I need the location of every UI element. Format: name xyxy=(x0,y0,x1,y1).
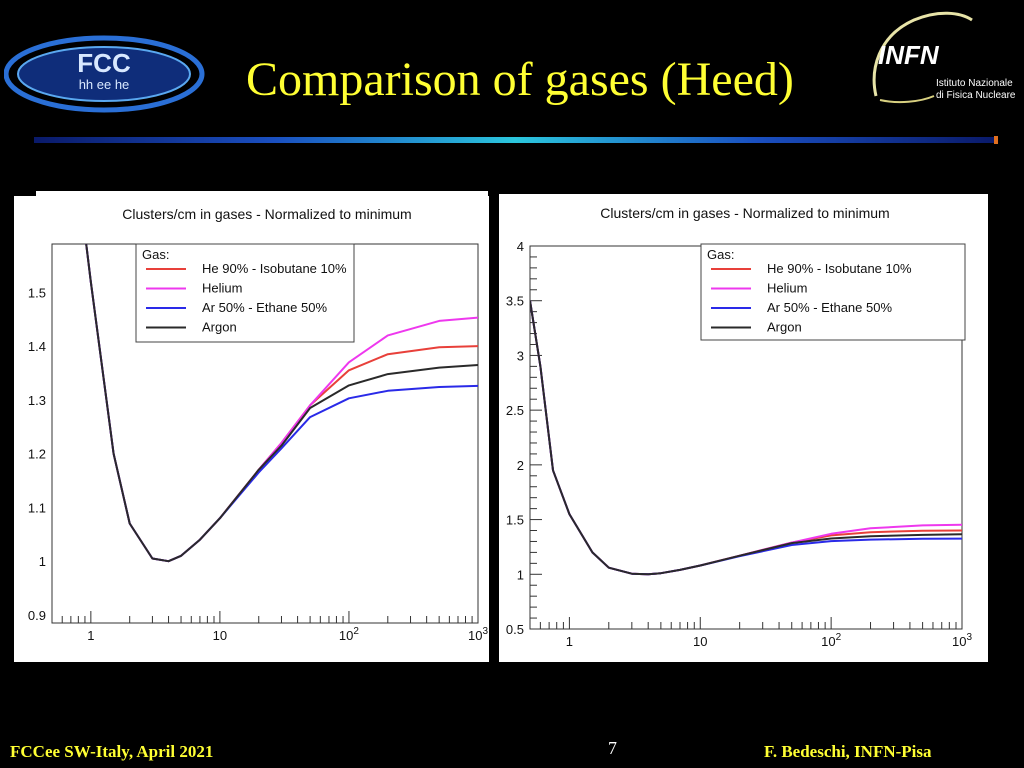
x-tick-label: 10 xyxy=(213,628,227,643)
y-tick-label: 1.5 xyxy=(506,513,524,528)
legend-label: Ar 50% - Ethane 50% xyxy=(767,300,892,315)
y-tick-label: 4 xyxy=(517,239,524,254)
legend-label: Ar 50% - Ethane 50% xyxy=(202,300,327,315)
panel-left-cap xyxy=(36,191,488,197)
infn-logo-text: INFN xyxy=(878,40,940,70)
legend-label: Argon xyxy=(202,320,237,335)
infn-logo: INFN Istituto Nazionale di Fisica Nuclea… xyxy=(872,11,1016,104)
x-tick-label: 102 xyxy=(821,632,841,649)
series-line-3 xyxy=(530,300,962,576)
chart-right-panel: Clusters/cm in gases - Normalized to min… xyxy=(499,194,988,662)
footer-event: FCCee SW-Italy, April 2021 xyxy=(10,742,214,761)
infn-logo-line2: di Fisica Nucleare xyxy=(936,90,1016,101)
y-tick-label: 1.4 xyxy=(28,339,46,354)
legend-label: Helium xyxy=(202,281,242,296)
legend-label: Helium xyxy=(767,281,807,296)
slide-title: Comparison of gases (Heed) xyxy=(246,53,794,106)
legend-title: Gas: xyxy=(142,247,169,262)
infn-logo-line1: Istituto Nazionale xyxy=(936,78,1013,89)
x-tick-label: 102 xyxy=(339,626,359,643)
chart-title: Clusters/cm in gases - Normalized to min… xyxy=(122,206,411,222)
series-line-2 xyxy=(530,300,962,576)
x-tick-label: 103 xyxy=(952,632,972,649)
chart-title: Clusters/cm in gases - Normalized to min… xyxy=(600,205,889,221)
series-line-4 xyxy=(530,300,962,576)
legend-title: Gas: xyxy=(707,247,734,262)
legend-box xyxy=(700,243,966,341)
y-tick-label: 0.9 xyxy=(28,608,46,623)
y-tick-label: 1 xyxy=(517,567,524,582)
y-tick-label: 1.1 xyxy=(28,500,46,515)
x-tick-label: 1 xyxy=(566,634,573,649)
legend-label: He 90% - Isobutane 10% xyxy=(202,261,347,276)
y-tick-label: 2.5 xyxy=(506,403,524,418)
chart-left-panel: Clusters/cm in gases - Normalized to min… xyxy=(14,196,489,662)
legend-box xyxy=(135,243,355,343)
fcc-logo-subtext: hh ee he xyxy=(79,77,130,92)
y-tick-label: 2 xyxy=(517,458,524,473)
y-tick-label: 1.2 xyxy=(28,447,46,462)
series-line-1 xyxy=(530,300,962,576)
y-tick-label: 3.5 xyxy=(506,294,524,309)
footer-author: F. Bedeschi, INFN-Pisa xyxy=(764,742,932,761)
fcc-logo-text: FCC xyxy=(77,48,131,78)
title-divider xyxy=(34,137,996,143)
y-tick-label: 3 xyxy=(517,348,524,363)
x-tick-label: 10 xyxy=(693,634,707,649)
divider-accent xyxy=(994,136,998,144)
x-tick-label: 1 xyxy=(87,628,94,643)
y-tick-label: 1.5 xyxy=(28,285,46,300)
chart-right: Clusters/cm in gases - Normalized to min… xyxy=(506,205,973,649)
x-tick-label: 103 xyxy=(468,626,488,643)
fcc-logo: FCC hh ee he xyxy=(4,35,205,113)
y-tick-label: 1 xyxy=(39,554,46,569)
legend-label: Argon xyxy=(767,320,802,335)
legend-label: He 90% - Isobutane 10% xyxy=(767,261,912,276)
series-line-4 xyxy=(85,244,478,563)
page-number: 7 xyxy=(608,738,617,758)
y-tick-label: 1.3 xyxy=(28,393,46,408)
y-tick-label: 0.5 xyxy=(506,622,524,637)
chart-left: Clusters/cm in gases - Normalized to min… xyxy=(28,206,489,643)
